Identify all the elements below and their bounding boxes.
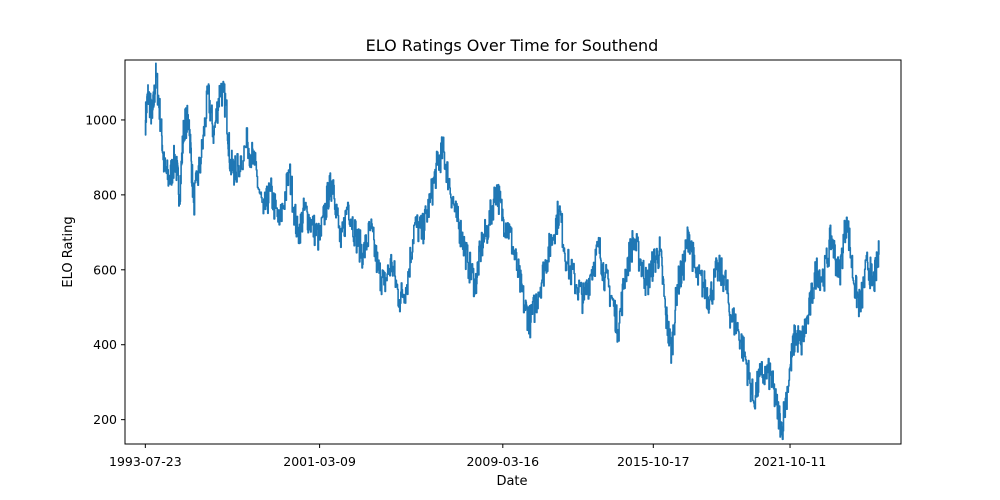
axes-frame [124,59,902,445]
x-axis-ticks: 1993-07-23 2001-03-09 2009-03-16 2015-10-17… [109,444,826,469]
x-tick-label: 1993-07-23 [109,454,182,469]
x-tick-label: 2009-03-16 [466,454,539,469]
series-line [144,62,880,441]
chart-title: ELO Ratings Over Time for Southend [366,36,659,55]
y-tick-label: 600 [93,262,117,277]
y-tick-label: 400 [93,337,117,352]
y-tick-label: 800 [93,187,117,202]
y-axis-label: ELO Rating [61,216,76,287]
y-tick-label: 1000 [85,112,117,127]
x-axis-label: Date [496,474,527,489]
y-tick-label: 200 [93,412,117,427]
plot-area [144,62,880,441]
y-axis-ticks: 200 400 600 800 1000 [85,112,125,427]
x-tick-label: 2001-03-09 [283,454,356,469]
x-tick-label: 2021-10-11 [754,454,827,469]
x-tick-label: 2015-10-17 [617,454,690,469]
